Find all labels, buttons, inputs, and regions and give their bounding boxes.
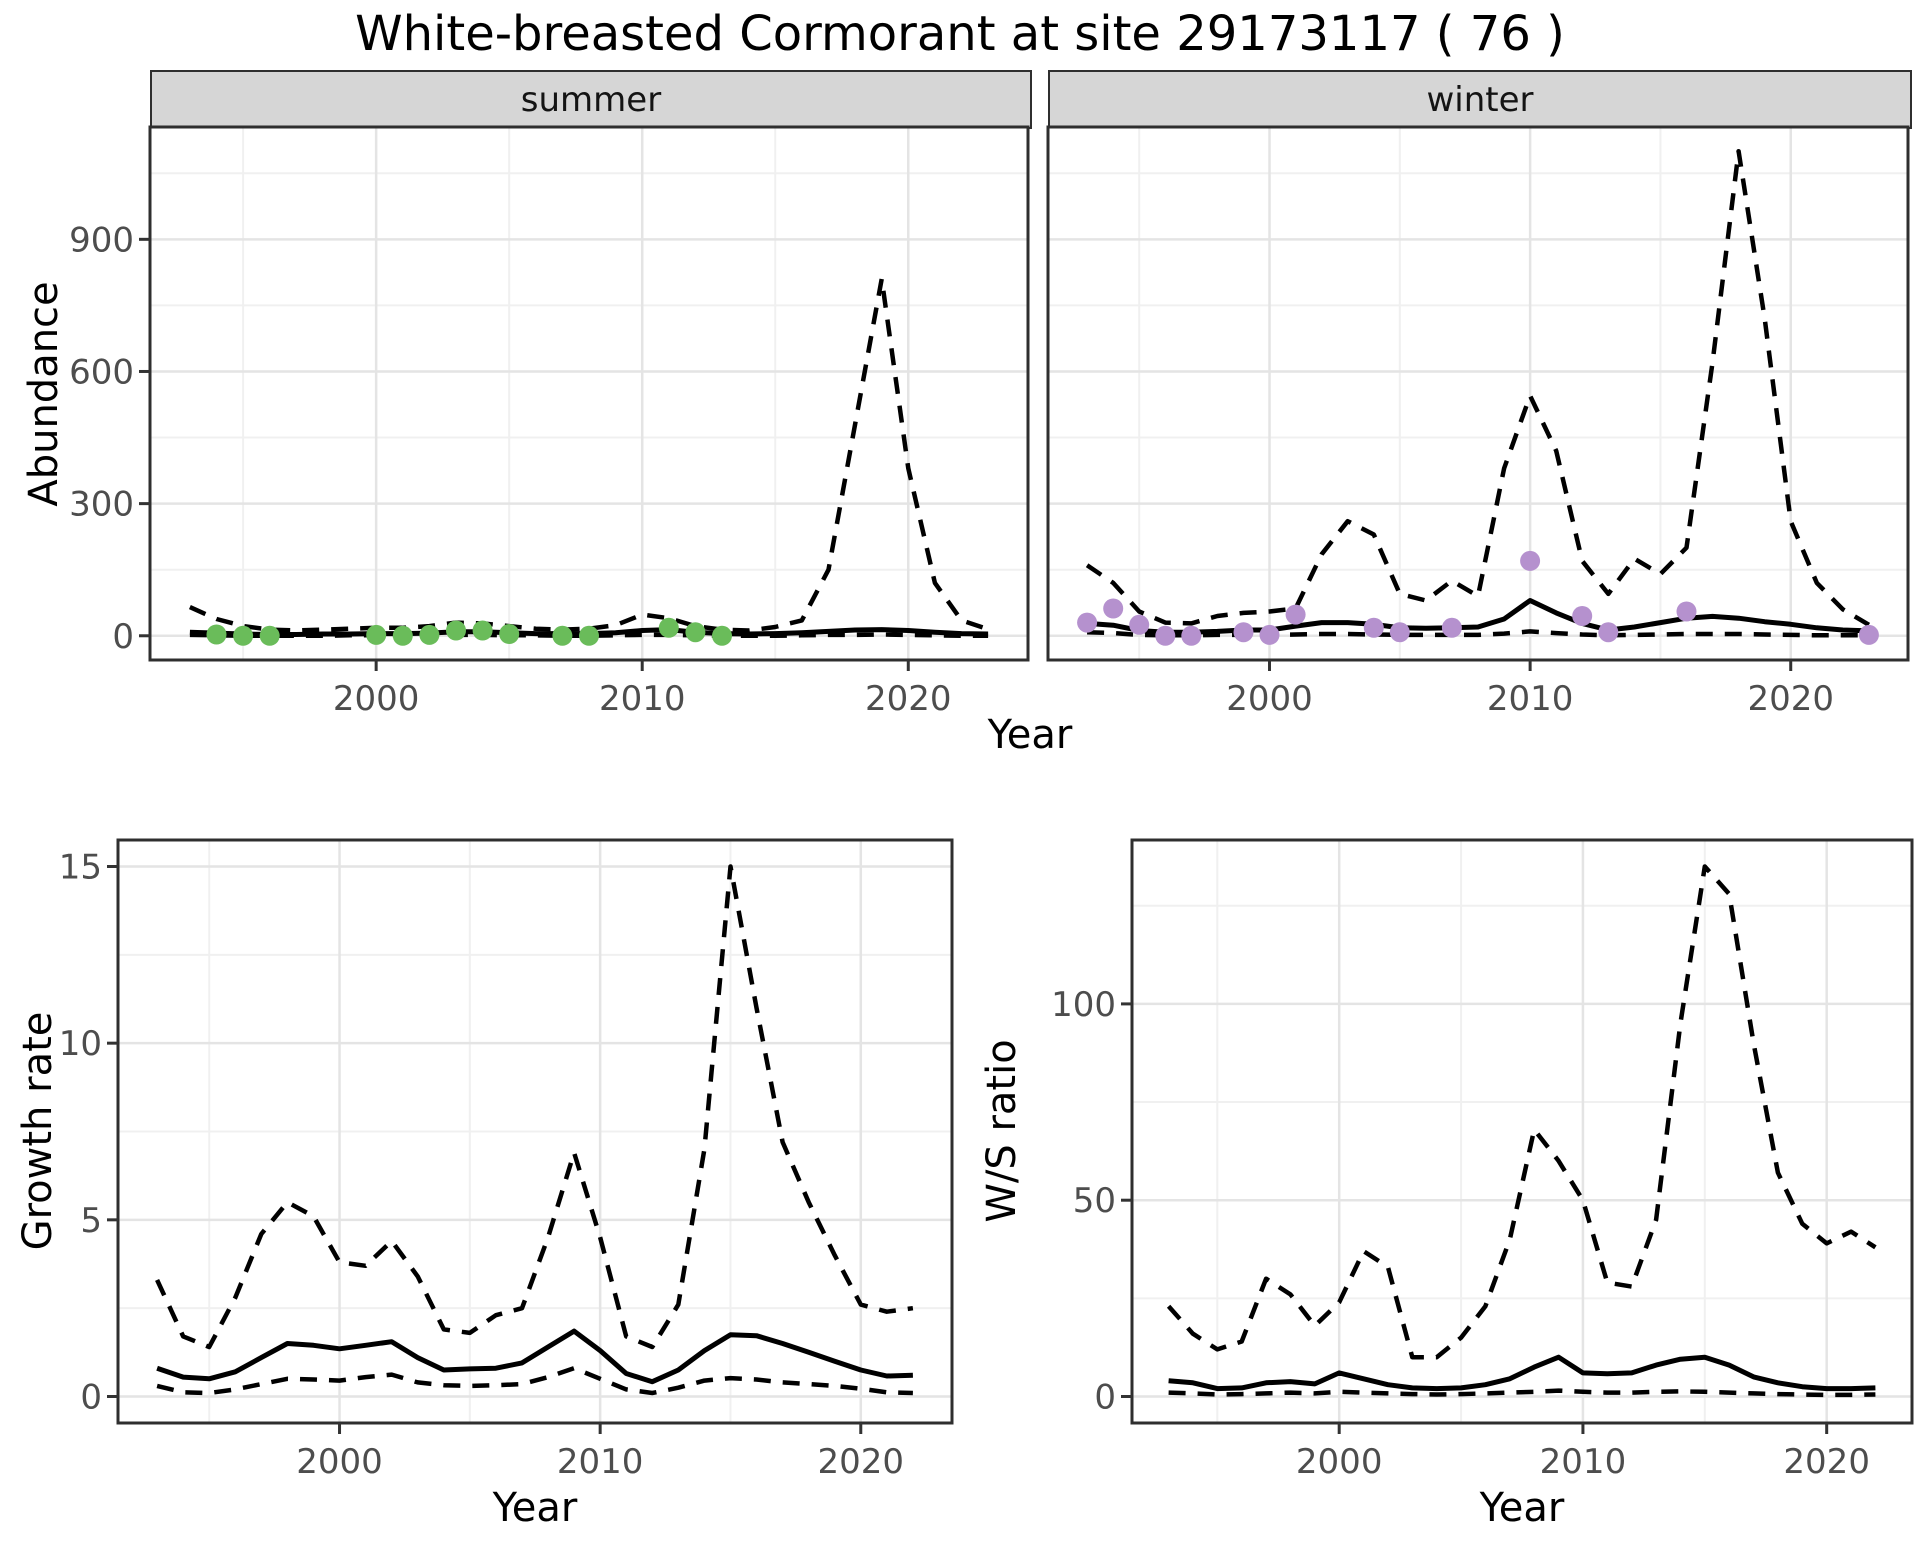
facet-strip-summer-label: summer [520, 79, 662, 120]
points-layer [1077, 550, 1879, 646]
points-layer [206, 617, 732, 646]
observed-counts-summer-point [499, 624, 520, 644]
x-axis-title-year-top: Year [987, 712, 1073, 758]
observed-counts-winter-point [1129, 614, 1150, 635]
observed-counts-winter-point [1572, 606, 1593, 626]
x-tick-label: 2020 [1747, 679, 1834, 719]
y-tick-label: 50 [1073, 1181, 1116, 1221]
series-line-median [1086, 598, 1869, 635]
series-line-lower_ci [156, 1365, 913, 1396]
panel-border [1046, 125, 1910, 662]
facet-strip-winter: winter [1048, 70, 1912, 129]
x-tick-label: 2000 [1296, 1442, 1383, 1482]
series-layer [1166, 864, 1877, 1398]
observed-counts-summer-point [446, 620, 466, 641]
y-tick-label: 900 [69, 220, 134, 260]
series-line-median [156, 1328, 913, 1385]
series-line-upper_ci [1166, 864, 1877, 1360]
observed-counts-winter-point [1103, 598, 1124, 619]
observed-counts-summer-point [392, 625, 413, 646]
observed-counts-summer-point [472, 620, 493, 641]
observed-counts-summer-point [259, 625, 280, 646]
y-tick-label: 0 [80, 1378, 102, 1418]
observed-counts-winter-point [1676, 601, 1697, 622]
series-line-upper_ci [1085, 148, 1871, 627]
panel-abundance-summer: 2000 2010 2020 0 300 600 900 [69, 125, 1030, 719]
facet-strip-summer: summer [150, 70, 1032, 129]
plot-title: White-breasted Cormorant at site 2917311… [355, 6, 1565, 62]
x-tick-label: 2010 [599, 679, 686, 719]
x-tick-label: 2010 [1487, 679, 1574, 719]
observed-counts-winter-point [1181, 625, 1202, 646]
panel-ws-ratio: 2000 2010 2020 0 50 100 [1051, 838, 1914, 1482]
y-tick-label: 10 [59, 1024, 102, 1064]
panel-border [148, 125, 1030, 662]
observed-counts-summer-point [712, 625, 732, 646]
x-tick-label: 2010 [557, 1442, 644, 1482]
y-axis-title-ws-ratio: W/S ratio [979, 1039, 1025, 1223]
observed-counts-summer-point [419, 624, 440, 645]
panel-border [116, 838, 954, 1425]
x-axis-title-year-growth: Year [492, 1485, 578, 1531]
observed-counts-winter-point [1389, 622, 1410, 643]
observed-counts-winter-point [1077, 612, 1098, 633]
x-tick-label: 2000 [1226, 679, 1313, 719]
observed-counts-winter-point [1155, 625, 1176, 646]
panel-growth-rate: 2000 2010 2020 0 5 10 15 [59, 838, 954, 1482]
x-tick-label: 2010 [1540, 1442, 1627, 1482]
observed-counts-winter-point [1441, 617, 1462, 638]
observed-counts-winter-point [1520, 550, 1541, 571]
y-axis-title-abundance: Abundance [21, 281, 67, 507]
y-tick-label: 300 [69, 485, 134, 525]
observed-counts-winter-point [1285, 604, 1306, 625]
series-layer [155, 864, 914, 1396]
facet-strip-winter-label: winter [1426, 79, 1534, 120]
observed-counts-winter-point [1233, 622, 1254, 643]
panel-abundance-winter: 2000 2010 2020 [1046, 125, 1910, 719]
y-tick-label: 15 [59, 848, 102, 888]
observed-counts-summer-point [685, 622, 706, 643]
x-tick-label: 2020 [865, 679, 952, 719]
panel-border [1130, 838, 1914, 1425]
observed-counts-summer-point [366, 624, 387, 645]
observed-counts-summer-point [579, 625, 599, 646]
series-line-upper_ci [155, 864, 914, 1350]
y-tick-label: 100 [1051, 985, 1116, 1025]
observed-counts-summer-point [233, 625, 254, 646]
observed-counts-winter-point [1363, 617, 1384, 638]
x-tick-label: 2000 [296, 1442, 383, 1482]
x-tick-label: 2020 [818, 1442, 905, 1482]
observed-counts-summer-point [206, 624, 227, 645]
series-line-upper_ci [188, 276, 989, 633]
series-line-median [1168, 1354, 1876, 1392]
series-layer [1085, 148, 1871, 638]
series-line-lower_ci [1168, 1388, 1876, 1398]
observed-counts-winter-point [1858, 624, 1879, 645]
observed-counts-winter-point [1598, 622, 1619, 643]
x-tick-label: 2020 [1783, 1442, 1870, 1482]
y-tick-label: 5 [80, 1201, 102, 1241]
series-line-lower_ci [1087, 629, 1869, 638]
observed-counts-winter-point [1259, 624, 1280, 645]
panel-background [1132, 840, 1912, 1423]
panel-background [150, 127, 1028, 660]
y-tick-label: 0 [112, 617, 134, 657]
observed-counts-summer-point [552, 625, 573, 646]
y-axis-title-growth-rate: Growth rate [15, 1011, 61, 1251]
x-tick-label: 2000 [333, 679, 420, 719]
panel-background [1048, 127, 1908, 660]
y-tick-label: 0 [1094, 1378, 1116, 1418]
x-axis-title-year-ws: Year [1479, 1485, 1565, 1531]
observed-counts-summer-point [658, 617, 679, 638]
y-tick-label: 600 [69, 352, 134, 392]
